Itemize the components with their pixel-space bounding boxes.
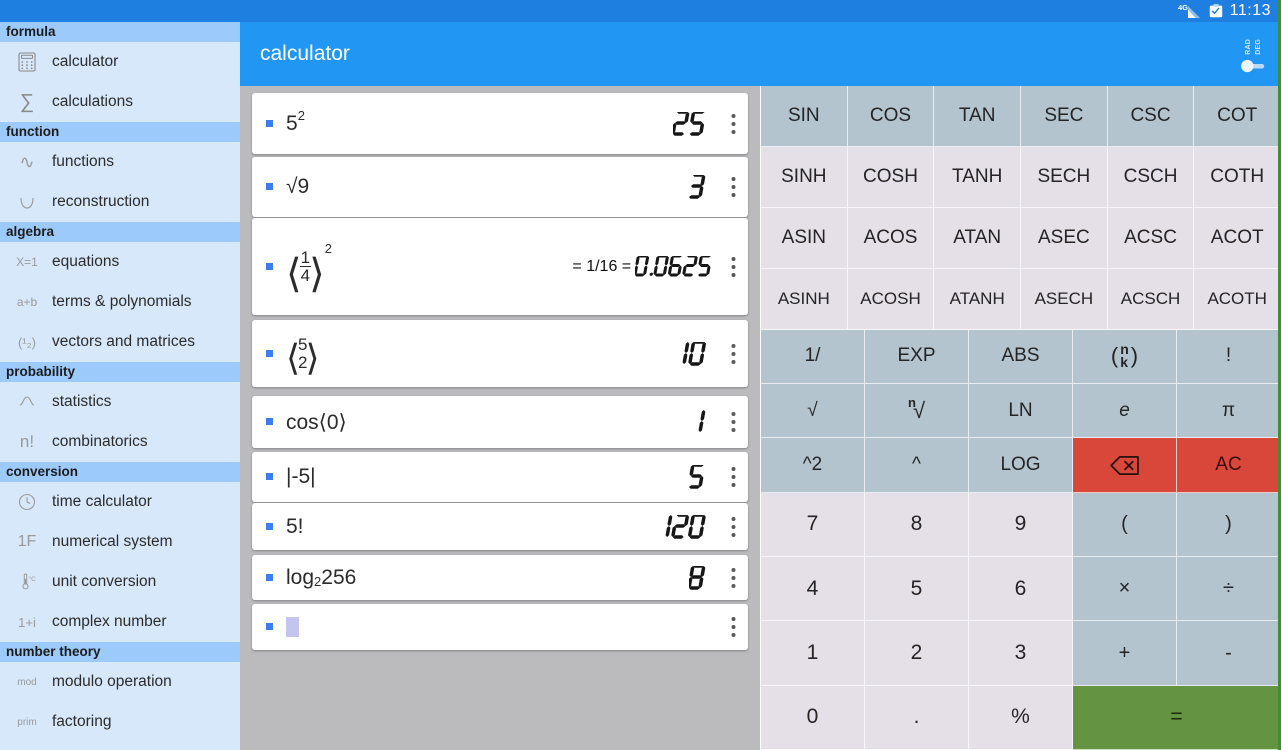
svg-text:°C: °C — [29, 575, 37, 583]
svg-text:4G: 4G — [1178, 3, 1188, 12]
